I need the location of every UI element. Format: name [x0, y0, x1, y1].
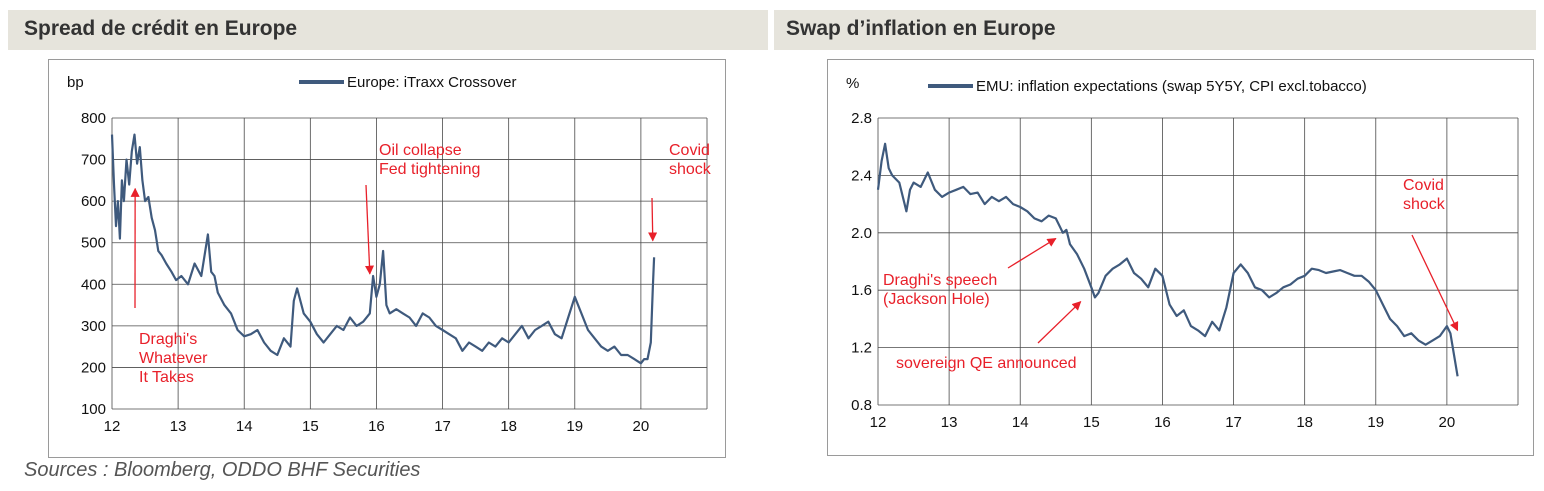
x-tick-label: 15	[1083, 414, 1100, 431]
annotation-arrow	[648, 197, 658, 242]
x-tick-label: 13	[170, 418, 187, 435]
y-tick-label: 1.2	[851, 340, 872, 357]
annotation-text: Covid shock	[1403, 177, 1446, 213]
x-tick-label: 13	[941, 414, 958, 431]
y-tick-label: 2.8	[851, 110, 872, 127]
y-unit-label: bp	[67, 74, 84, 91]
annotation-arrow	[364, 184, 375, 275]
y-tick-label: 500	[81, 235, 106, 252]
series-line	[876, 142, 1459, 377]
x-tick-label: 12	[870, 414, 887, 431]
x-tick-label: 18	[1296, 414, 1313, 431]
inflation-swap-svg: 0.8 1.2 1.6 2.0 2.4 2.8 12 13 14 15 16 17 18 19 20% EMU…	[846, 75, 1519, 431]
annotation-arrow	[1007, 237, 1057, 269]
x-tick-label: 20	[1439, 414, 1456, 431]
y-tick-label: 100	[81, 401, 106, 418]
annotation-arrow	[1037, 301, 1082, 344]
credit-spread-chart: 100 200 300 400 500 600 700 800 12 13 14 15 16 17 18 19…	[48, 59, 726, 458]
left-chart-title: Spread de crédit en Europe	[24, 17, 298, 40]
y-tick-label: 400	[81, 276, 106, 293]
left-title-band	[8, 10, 768, 50]
x-tick-label: 19	[1367, 414, 1384, 431]
x-tick-label: 15	[302, 418, 319, 435]
right-chart-title: Swap d’inflation en Europe	[786, 17, 1056, 40]
x-tick-label: 12	[104, 418, 121, 435]
x-tick-label: 14	[1012, 414, 1029, 431]
y-tick-label: 2.0	[851, 225, 872, 242]
y-tick-label: 2.4	[851, 167, 872, 184]
credit-spread-svg: 100 200 300 400 500 600 700 800 12 13 14 15 16 17 18 19…	[67, 74, 712, 435]
source-note: Sources : Bloomberg, ODDO BHF Securities	[24, 459, 421, 481]
inflation-swap-chart: 0.8 1.2 1.6 2.0 2.4 2.8 12 13 14 15 16 17 18 19 20% EMU…	[827, 59, 1534, 456]
annotation-text: Covid shock	[669, 142, 712, 178]
legend-label: EMU: inflation expectations (swap 5Y5Y, …	[976, 78, 1367, 95]
y-tick-label: 0.8	[851, 397, 872, 414]
x-tick-label: 17	[1225, 414, 1242, 431]
x-tick-label: 18	[500, 418, 517, 435]
annotation-text: Draghi's Whatever It Takes	[139, 331, 208, 386]
annotation-text: sovereign QE announced	[896, 355, 1077, 372]
y-tick-label: 200	[81, 359, 106, 376]
annotation-text: Oil collapse Fed tightening	[379, 142, 480, 178]
right-title-band	[774, 10, 1536, 50]
y-tick-label: 1.6	[851, 282, 872, 299]
x-tick-label: 16	[1154, 414, 1171, 431]
x-tick-label: 14	[236, 418, 253, 435]
series-line	[110, 133, 656, 365]
y-tick-label: 700	[81, 152, 106, 169]
x-tick-label: 19	[566, 418, 583, 435]
x-tick-label: 16	[368, 418, 385, 435]
legend-label: Europe: iTraxx Crossover	[347, 74, 517, 91]
x-tick-label: 17	[434, 418, 451, 435]
y-tick-label: 800	[81, 110, 106, 127]
annotation-arrow	[1411, 234, 1459, 332]
y-unit-label: %	[846, 75, 859, 92]
annotation-text: Draghi's speech (Jackson Hole)	[883, 272, 997, 308]
y-tick-label: 300	[81, 318, 106, 335]
y-tick-label: 600	[81, 193, 106, 210]
x-tick-label: 20	[633, 418, 650, 435]
